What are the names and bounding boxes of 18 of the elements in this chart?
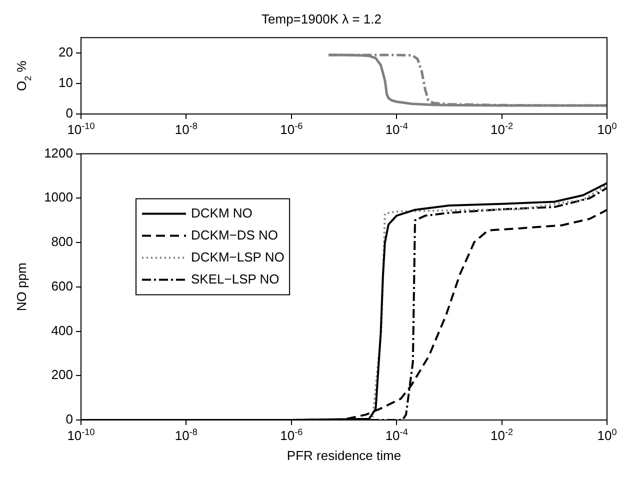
y-tick-label: 400: [51, 322, 73, 338]
y-tick-label: 200: [51, 367, 73, 382]
y-tick-label: 800: [51, 234, 73, 250]
y-tick-label: 1000: [44, 190, 73, 205]
legend-label: SKEL−LSP NO: [191, 271, 280, 286]
y-tick-label: 1200: [44, 145, 73, 160]
y-tick-label: 20: [58, 44, 73, 60]
y-axis-title: O2 %: [14, 60, 34, 91]
x-axis-title: PFR residence time: [286, 448, 402, 463]
legend-label: DCKM NO: [191, 205, 252, 220]
y-tick-label: 0: [66, 412, 73, 427]
legend-label: DCKM−LSP NO: [191, 249, 284, 264]
chart-title: Temp=1900K λ = 1.2: [262, 11, 382, 26]
legend-label: DCKM−DS NO: [191, 227, 278, 242]
y-axis-title: NO ppm: [14, 262, 29, 312]
y-tick-label: 10: [58, 75, 73, 90]
y-tick-label: 600: [51, 278, 73, 294]
y-tick-label: 0: [66, 106, 73, 121]
